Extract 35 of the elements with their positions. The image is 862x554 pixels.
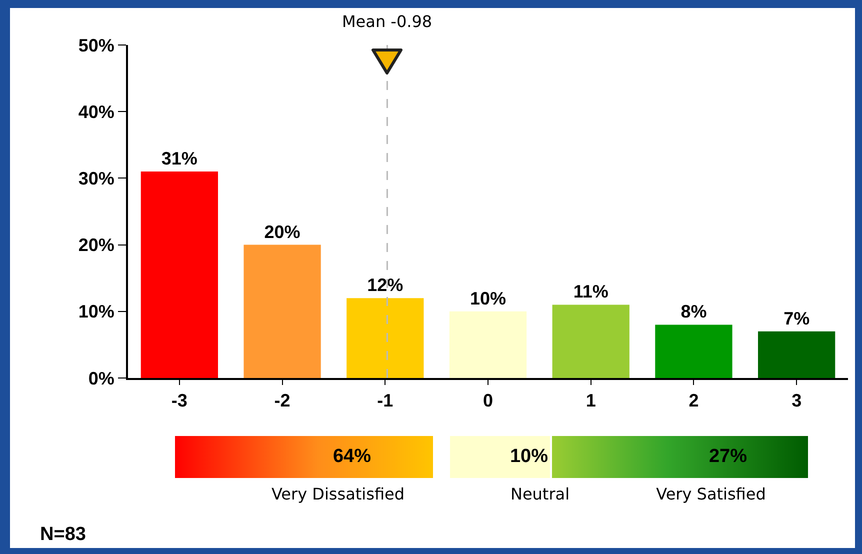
x-tick-label: 0 xyxy=(482,390,494,411)
data-label: 20% xyxy=(264,222,300,242)
data-label: 31% xyxy=(161,148,198,169)
x-tick-label: 1 xyxy=(586,390,596,411)
x-tick-label: -3 xyxy=(171,390,188,411)
text: 27% xyxy=(708,446,748,468)
text: Neutral xyxy=(510,484,570,504)
y-tick-label: 0% xyxy=(88,368,114,388)
data-label: 8% xyxy=(680,302,707,322)
x-tick-label: -2 xyxy=(274,390,290,411)
y-tick-label: 10% xyxy=(78,302,114,322)
ref-line-label: Mean -0.98 xyxy=(342,12,432,31)
data-label: 10% xyxy=(470,288,506,308)
y-tick-label: 20% xyxy=(78,235,114,256)
y-tick-label: 40% xyxy=(78,102,114,122)
bar xyxy=(655,324,732,378)
bar xyxy=(449,311,527,378)
data-label: 11% xyxy=(573,282,608,302)
x-tick-label: 3 xyxy=(792,390,802,411)
y-tick-label: 30% xyxy=(78,168,114,188)
y-tick-label: 50% xyxy=(78,35,114,56)
text: N=83 xyxy=(40,524,86,546)
bar xyxy=(552,304,630,378)
text: 10% xyxy=(510,446,548,468)
text: 64% xyxy=(332,446,372,468)
text: Very Dissatisfied xyxy=(271,484,405,504)
data-label: 7% xyxy=(784,308,810,328)
x-tick-label: -1 xyxy=(377,390,394,411)
text: Very Satisfied xyxy=(656,484,766,504)
bar xyxy=(140,172,218,378)
bar xyxy=(758,331,836,378)
data-label: 12% xyxy=(367,275,404,296)
bar xyxy=(346,298,424,378)
x-tick-label: 2 xyxy=(688,390,699,411)
bar xyxy=(244,244,321,378)
